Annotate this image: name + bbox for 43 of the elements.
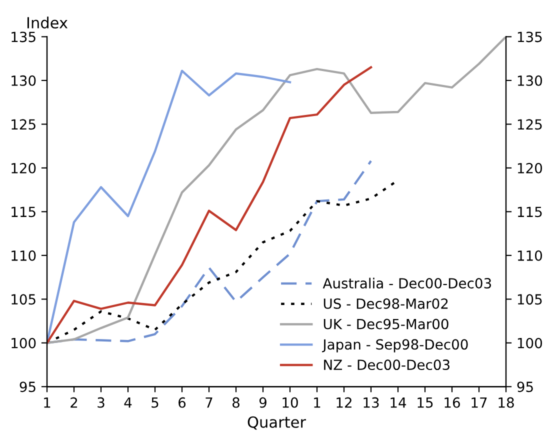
y-tick-label: 100 — [12, 338, 36, 348]
y2-tick-label: 135 — [518, 32, 542, 42]
x-tick-label: 1 — [314, 397, 320, 408]
y2-tick-label: 110 — [518, 250, 542, 261]
x-tick-label: 12 — [336, 397, 352, 408]
y2-tick-label: 120 — [518, 162, 542, 174]
x-tick-label: 7 — [206, 397, 212, 408]
y-tick-label: 115 — [12, 206, 36, 218]
y-tick-label: 110 — [12, 250, 36, 261]
legend-label: US - Dec98-Mar02 — [324, 298, 448, 309]
y2-tick-label: 130 — [518, 75, 542, 86]
y-tick-label: 125 — [12, 119, 36, 130]
y-tick-label: 95 — [20, 382, 36, 392]
x-tick-label: 8 — [232, 397, 240, 408]
x-axis-title: Quarter — [248, 416, 306, 430]
x-tick-label: 4 — [124, 397, 132, 408]
legend-label: Japan - Sep98-Dec00 — [322, 339, 468, 352]
x-tick-label: 1 — [44, 397, 50, 408]
x-tick-label: 14 — [390, 397, 406, 408]
x-tick-label: 16 — [444, 397, 460, 408]
y-tick-label: 135 — [12, 32, 36, 42]
legend-label: Australia - Dec00-Dec03 — [322, 278, 491, 289]
x-tick-label: 9 — [259, 397, 266, 408]
y2-tick-label: 100 — [518, 338, 542, 348]
x-tick-label: 6 — [178, 397, 186, 408]
x-tick-label: 13 — [364, 397, 379, 408]
y-tick-label: 105 — [12, 294, 36, 305]
y-axis-title: Index — [27, 16, 68, 29]
x-tick-label: 3 — [98, 397, 104, 408]
x-tick-label: 10 — [282, 397, 298, 408]
x-tick-label: 5 — [152, 397, 158, 408]
legend-label: NZ - Dec00-Dec03 — [324, 360, 450, 370]
y-tick-label: 130 — [12, 75, 36, 86]
y2-tick-label: 125 — [518, 119, 542, 130]
x-tick-label: 15 — [418, 397, 433, 408]
y2-tick-label: 95 — [517, 382, 533, 392]
y2-tick-label: 105 — [518, 294, 542, 305]
x-tick-label: 18 — [498, 397, 514, 408]
y-tick-label: 120 — [12, 162, 36, 174]
x-tick-label: 17 — [472, 397, 487, 408]
legend-label: UK - Dec95-Mar00 — [324, 318, 448, 330]
y2-tick-label: 115 — [518, 206, 542, 218]
x-tick-label: 2 — [70, 397, 78, 408]
